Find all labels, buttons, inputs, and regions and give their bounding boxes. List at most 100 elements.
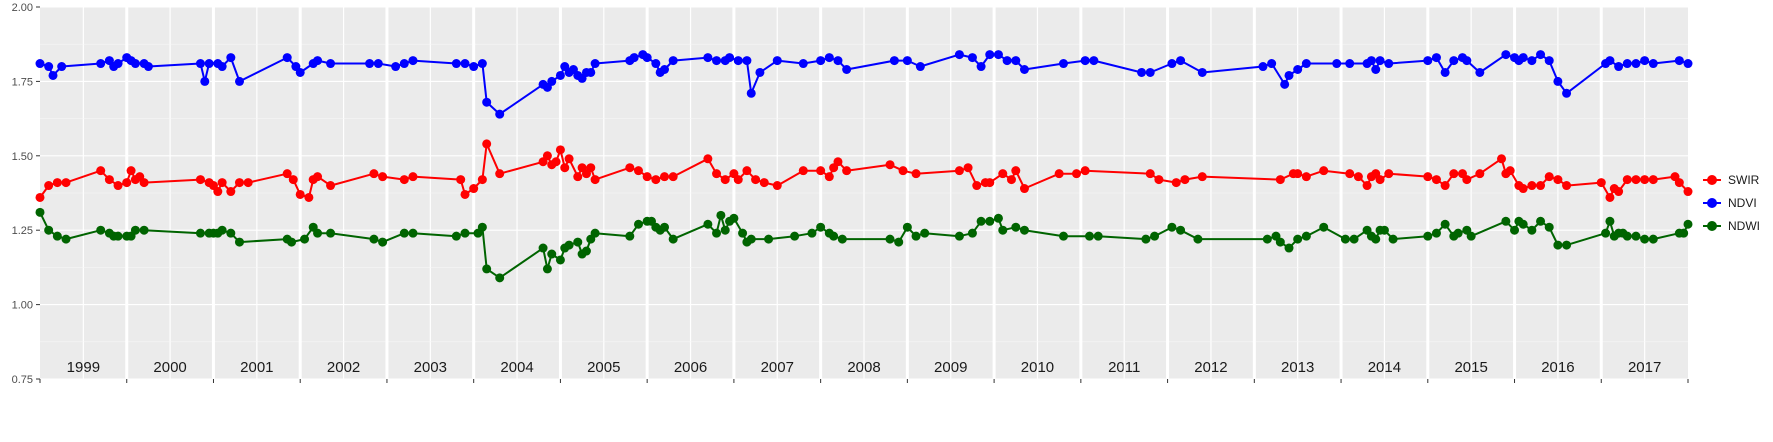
ndwi-point	[1284, 243, 1294, 253]
ndvi-point	[586, 67, 596, 77]
y-tick-label: 0.75	[12, 374, 33, 386]
swir-point	[44, 181, 54, 191]
swir-point	[1154, 175, 1164, 185]
ndwi-point	[96, 225, 106, 235]
swir-point	[1462, 175, 1472, 185]
ndvi-point	[1640, 56, 1650, 66]
ndvi-point	[1562, 88, 1572, 98]
swir-point	[1006, 175, 1016, 185]
swir-point	[1180, 175, 1190, 185]
ndvi-point	[399, 59, 409, 69]
swir-point	[408, 172, 418, 182]
swir-point	[482, 139, 492, 149]
ndwi-point	[790, 231, 800, 241]
swir-point	[1518, 184, 1528, 194]
swir-point	[1011, 166, 1021, 176]
swir-point	[1497, 154, 1507, 164]
ndvi-point	[668, 56, 678, 66]
ndwi-point	[1536, 216, 1546, 226]
ndvi-point	[1258, 62, 1268, 72]
swir-point	[1562, 181, 1572, 191]
y-tick-label: 2.00	[12, 2, 33, 14]
swir-point	[542, 151, 552, 161]
ndvi-point	[1553, 76, 1563, 86]
ndwi-point	[1679, 228, 1689, 238]
ndwi-point	[703, 219, 713, 229]
ndwi-point	[902, 222, 912, 232]
ndwi-point	[542, 264, 552, 274]
ndwi-point	[1176, 225, 1186, 235]
swir-point	[798, 166, 808, 176]
ndwi-point	[712, 228, 722, 238]
swir-point	[1275, 175, 1285, 185]
ndwi-point	[313, 228, 323, 238]
ndwi-point	[44, 225, 54, 235]
y-tick-label: 1.75	[12, 76, 33, 88]
ndvi-point	[1371, 64, 1381, 74]
ndvi-point	[113, 59, 123, 69]
swir-point	[1423, 172, 1433, 182]
ndwi-point	[829, 231, 839, 241]
ndvi-point	[1089, 56, 1099, 66]
ndwi-point	[1275, 237, 1285, 247]
ndvi-point	[842, 64, 852, 74]
ndwi-point	[746, 234, 756, 244]
ndvi-point	[96, 59, 106, 69]
ndvi-point	[1197, 67, 1207, 77]
swir-point	[1384, 169, 1394, 179]
swir-point	[573, 172, 583, 182]
swir-point	[963, 163, 973, 173]
ndwi-point	[1440, 219, 1450, 229]
ndwi-point	[1019, 225, 1029, 235]
legend-label-ndvi: NDVI	[1728, 196, 1757, 210]
ndwi-point	[1683, 219, 1693, 229]
ndwi-point	[1527, 225, 1537, 235]
legend-item-ndwi: NDWI	[1703, 219, 1760, 233]
swir-point	[1054, 169, 1064, 179]
ndwi-point	[660, 222, 670, 232]
ndwi-point	[720, 225, 730, 235]
ndvi-point	[1674, 56, 1684, 66]
swir-point	[703, 154, 713, 164]
swir-point	[1596, 178, 1606, 188]
ndvi-point	[1145, 67, 1155, 77]
swir-point	[1475, 169, 1485, 179]
ndvi-point	[130, 59, 140, 69]
ndvi-point	[1002, 56, 1012, 66]
swir-point	[898, 166, 908, 176]
swir-point	[1440, 181, 1450, 191]
ndvi-point	[915, 62, 925, 72]
ndwi-point	[226, 228, 236, 238]
swir-point	[1353, 172, 1363, 182]
ndvi-point	[742, 56, 752, 66]
swir-point	[288, 175, 298, 185]
ndvi-point	[1293, 64, 1303, 74]
ndvi-point	[295, 67, 305, 77]
ndwi-point	[633, 219, 643, 229]
swir-point	[586, 163, 596, 173]
ndvi-point	[1605, 56, 1615, 66]
swir-point	[751, 175, 761, 185]
ndvi-point	[1011, 56, 1021, 66]
ndwi-point	[555, 255, 565, 265]
swir-point	[642, 172, 652, 182]
ndwi-point	[976, 216, 986, 226]
ndwi-point	[1453, 228, 1463, 238]
y-tick-label: 1.25	[12, 225, 33, 237]
ndvi-point	[35, 59, 45, 69]
ndvi-point	[451, 59, 461, 69]
ndvi-point	[651, 59, 661, 69]
ndwi-point	[1423, 231, 1433, 241]
ndwi-point	[1340, 234, 1350, 244]
ndwi-point	[920, 228, 930, 238]
ndvi-point	[495, 109, 505, 119]
ndwi-point	[1301, 231, 1311, 241]
ndvi-point	[1384, 59, 1394, 69]
ndvi-point	[282, 53, 292, 63]
ndwi-point	[1648, 234, 1658, 244]
swir-point	[469, 184, 479, 194]
ndvi-point	[1449, 56, 1459, 66]
swir-point	[759, 178, 769, 188]
swir-point	[226, 187, 236, 197]
ndvi-point	[755, 67, 765, 77]
